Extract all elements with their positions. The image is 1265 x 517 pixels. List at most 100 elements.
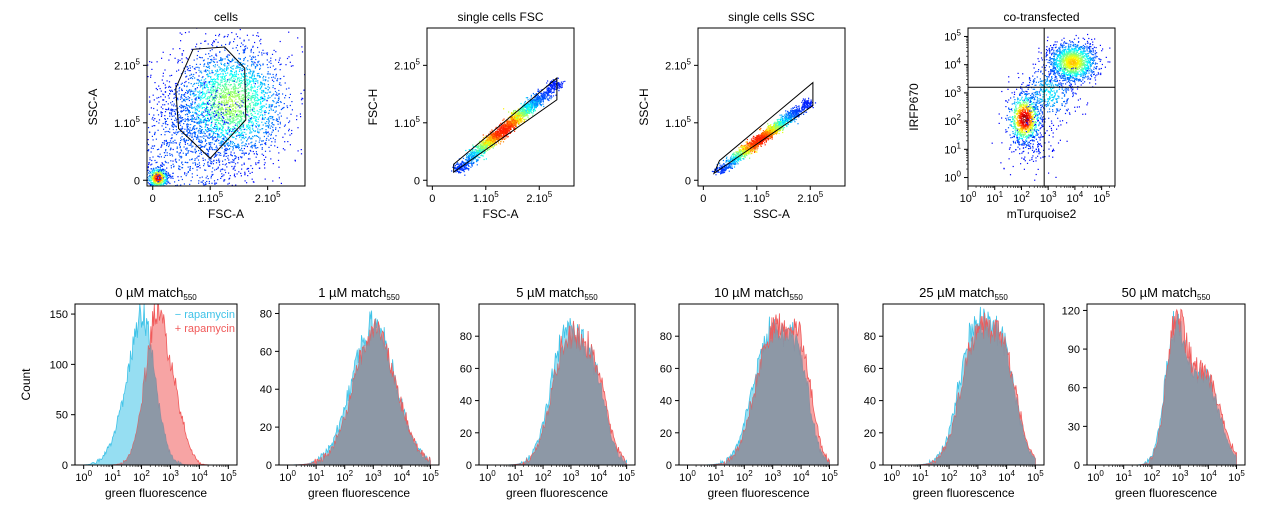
event-dot — [185, 57, 187, 59]
event-dot — [260, 38, 262, 40]
event-dot — [238, 132, 240, 134]
event-dot — [161, 174, 163, 176]
event-dot — [240, 45, 242, 48]
event-dot — [164, 175, 166, 177]
event-dot — [226, 81, 228, 83]
event-dot — [225, 104, 227, 106]
event-dot — [231, 128, 233, 130]
event-dot — [220, 96, 222, 98]
event-dot — [212, 224, 213, 225]
event-dot — [266, 132, 268, 134]
event-dot — [228, 120, 230, 122]
event-dot — [239, 86, 241, 88]
event-dot — [246, 140, 248, 142]
event-dot — [231, 117, 233, 119]
event-dot — [253, 145, 255, 147]
event-dot — [264, 79, 266, 81]
event-dot — [151, 187, 152, 188]
event-dot — [232, 112, 234, 115]
event-dot — [191, 146, 193, 148]
event-dot — [170, 90, 172, 92]
event-dot — [229, 148, 231, 150]
event-dot — [123, 153, 124, 154]
event-dot — [201, 114, 203, 116]
event-dot — [246, 225, 247, 226]
event-dot — [194, 77, 196, 79]
event-dot — [234, 73, 236, 75]
event-dot — [193, 95, 195, 97]
event-dot — [257, 35, 260, 37]
event-dot — [173, 166, 175, 168]
event-dot — [230, 104, 232, 106]
event-dot — [270, 125, 272, 127]
event-dot — [190, 115, 192, 117]
event-dot — [205, 92, 207, 95]
event-dot — [164, 173, 166, 175]
event-dot — [182, 94, 184, 96]
event-dot — [260, 43, 262, 45]
event-dot — [236, 65, 238, 67]
event-dot — [261, 110, 263, 112]
event-dot — [218, 122, 220, 124]
event-dot — [262, 114, 264, 117]
event-dot — [234, 58, 236, 60]
event-dot — [224, 58, 226, 60]
event-dot — [200, 181, 202, 183]
gate-polygon[interactable] — [175, 46, 247, 160]
event-dot — [543, 97, 545, 99]
event-dot — [213, 41, 215, 43]
event-dot — [189, 166, 191, 168]
event-dot — [232, 120, 234, 122]
event-dot — [238, 144, 240, 146]
event-dot — [206, 97, 209, 99]
event-dot — [214, 100, 216, 102]
event-dot — [489, 131, 491, 133]
event-dot — [233, 92, 235, 94]
event-dot — [250, 51, 252, 53]
event-dot — [277, 114, 279, 116]
event-dot — [273, 124, 275, 126]
event-dot — [279, 57, 281, 59]
event-dot — [267, 86, 269, 88]
event-dot — [255, 80, 257, 82]
event-dot — [527, 116, 529, 118]
event-dot — [186, 98, 188, 101]
event-dot — [185, 140, 187, 142]
event-dot — [214, 82, 216, 84]
event-dot — [269, 66, 271, 68]
event-dot — [181, 82, 183, 84]
event-dot — [147, 139, 149, 141]
event-dot — [209, 62, 211, 64]
event-dot — [194, 132, 196, 134]
event-dot — [166, 180, 168, 183]
event-dot — [211, 84, 213, 86]
event-dot — [552, 95, 555, 97]
event-dot — [170, 142, 172, 144]
event-dot — [194, 149, 196, 151]
event-dot — [242, 94, 244, 96]
event-dot — [207, 109, 209, 111]
event-dot — [242, 101, 244, 104]
event-dot — [151, 163, 153, 165]
event-dot — [272, 76, 275, 78]
event-dot — [247, 124, 249, 126]
event-dot — [224, 139, 226, 142]
event-dot — [152, 179, 154, 181]
event-dot — [233, 115, 235, 117]
event-dot — [156, 97, 158, 99]
event-dot — [252, 94, 254, 96]
event-dot — [225, 163, 227, 165]
event-dot — [193, 59, 195, 61]
event-dot — [147, 150, 150, 152]
event-dot — [196, 87, 198, 89]
event-dot — [245, 114, 247, 116]
event-dot — [226, 87, 228, 89]
event-dot — [233, 75, 235, 77]
event-dot — [203, 107, 205, 109]
event-dot — [183, 193, 184, 194]
event-dot — [251, 131, 253, 133]
event-dot — [186, 130, 188, 132]
event-dot — [245, 143, 247, 145]
event-dot — [207, 43, 209, 45]
event-dot — [238, 147, 240, 149]
